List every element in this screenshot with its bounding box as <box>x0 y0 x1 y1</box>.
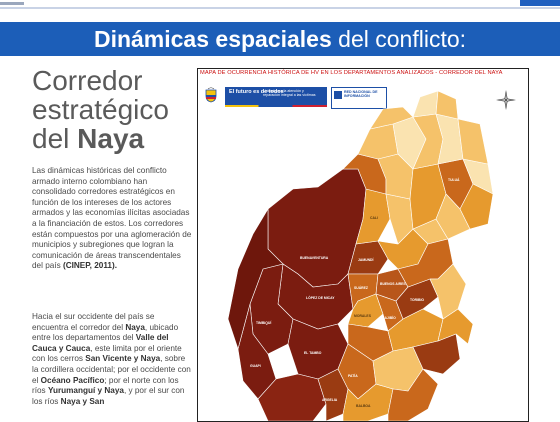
corridor-text-6: , y por el sur con los ríos <box>32 386 185 406</box>
label-guapi: GUAPI <box>250 364 261 368</box>
label-tulua: TULUÁ <box>448 177 460 182</box>
title-line-1: Corredor <box>32 65 143 96</box>
region-north-8 <box>369 106 414 130</box>
compass-rose-icon <box>496 90 516 110</box>
red-nacional-logo-text: RED NACIONAL DE INFORMACIÓN <box>344 90 378 99</box>
label-patia: PATÍA <box>348 373 358 378</box>
region-north-7 <box>435 90 459 120</box>
map-panel: MAPA DE OCURRENCIA HISTÓRICA DE HV EN LO… <box>197 68 529 422</box>
top-rule <box>0 0 560 9</box>
intro-text: Las dinámicas históricas del conflicto a… <box>32 166 192 271</box>
corridor-text-1: Hacia el sur occidente del país se encue… <box>32 312 155 332</box>
label-lopez: LÓPEZ DE MICAY <box>306 295 335 300</box>
label-argelia: ARGELIA <box>322 398 338 402</box>
flag-stripe <box>225 105 327 107</box>
page-title: Corredor estratégico del Naya <box>32 66 192 153</box>
red-nacional-logo: RED NACIONAL DE INFORMACIÓN <box>331 87 387 109</box>
title-line-2: estratégico <box>32 94 169 125</box>
region-west-coast <box>227 207 284 351</box>
label-cajibio: CAJIBÍO <box>382 315 396 320</box>
label-jamundi: JAMUNDÍ <box>358 257 375 262</box>
corridor-text-4: , sobre la cordillera occidental; por el… <box>32 354 191 385</box>
banner-title-rest: del conflicto: <box>338 26 467 52</box>
label-eltambo: EL TAMBO <box>304 351 322 355</box>
label-balboa: BALBOA <box>356 404 371 408</box>
coat-of-arms-icon <box>205 87 217 103</box>
corridor-bold-5: Yurumanguí y Naya <box>47 386 124 396</box>
label-buenaventura: BUENAVENTURA <box>300 256 329 260</box>
region-north-5 <box>457 118 489 165</box>
logo-slogan: El futuro es de todos <box>229 89 284 95</box>
label-suarez: SUÁREZ <box>354 285 368 290</box>
government-logo-banner <box>225 87 327 107</box>
title-line-3-bold: Naya <box>77 123 145 154</box>
red-nacional-logo-mark <box>334 91 342 99</box>
corridor-text-5: ; por el norte con los ríos <box>32 375 179 396</box>
label-morales: MORALES <box>354 314 372 318</box>
region-far-south-east <box>387 368 439 421</box>
region-east-mid-2 <box>437 308 474 345</box>
corridor-text-3: , este limita por el oriente con los cer… <box>32 343 182 364</box>
corridor-bold-1: Naya <box>125 322 145 332</box>
top-rule-left-accent <box>0 2 24 5</box>
corridor-bold-4: Océano Pacífico <box>40 375 105 385</box>
region-north-1 <box>357 123 399 160</box>
intro-citation: (CINEP, 2011). <box>62 261 117 271</box>
section-banner: Dinámicas espaciales del conflicto: <box>0 22 560 56</box>
label-cali: CALI <box>370 216 378 220</box>
corridor-paragraph: Hacia el sur occidente del país se encue… <box>32 312 192 407</box>
map-title: MAPA DE OCURRENCIA HISTÓRICA DE HV EN LO… <box>200 70 503 76</box>
intro-paragraph: Las dinámicas históricas del conflicto a… <box>32 166 192 272</box>
corridor-text-2: , ubicado entre los departamentos del <box>32 322 179 343</box>
label-timbiqui: TIMBIQUÍ <box>256 320 272 325</box>
region-east-mid <box>429 263 467 320</box>
label-toribio: TORIBIO <box>410 298 424 302</box>
banner-title-bold: Dinámicas espaciales <box>93 26 332 52</box>
corridor-bold-6: Naya y San <box>60 396 105 406</box>
region-south-dark <box>257 373 327 421</box>
title-line-3: del Naya <box>32 124 192 153</box>
logo-unidad-victimas: Unidad para la atención y reparación int… <box>263 89 316 98</box>
top-rule-right-accent <box>520 0 560 6</box>
label-buenos-aires: BUENOS AIRES <box>380 282 406 286</box>
region-north-6 <box>412 90 439 118</box>
corridor-bold-3: San Vicente y Naya <box>85 354 161 364</box>
corridor-bold-2: Valle del Cauca y Cauca <box>32 333 169 353</box>
region-caicedonia <box>459 183 494 230</box>
region-east-north <box>435 193 471 240</box>
title-line-3-pre: del <box>32 123 70 154</box>
department-map: BUENAVENTURA LÓPEZ DE MICAY TIMBIQUÍ GUA… <box>227 90 494 421</box>
